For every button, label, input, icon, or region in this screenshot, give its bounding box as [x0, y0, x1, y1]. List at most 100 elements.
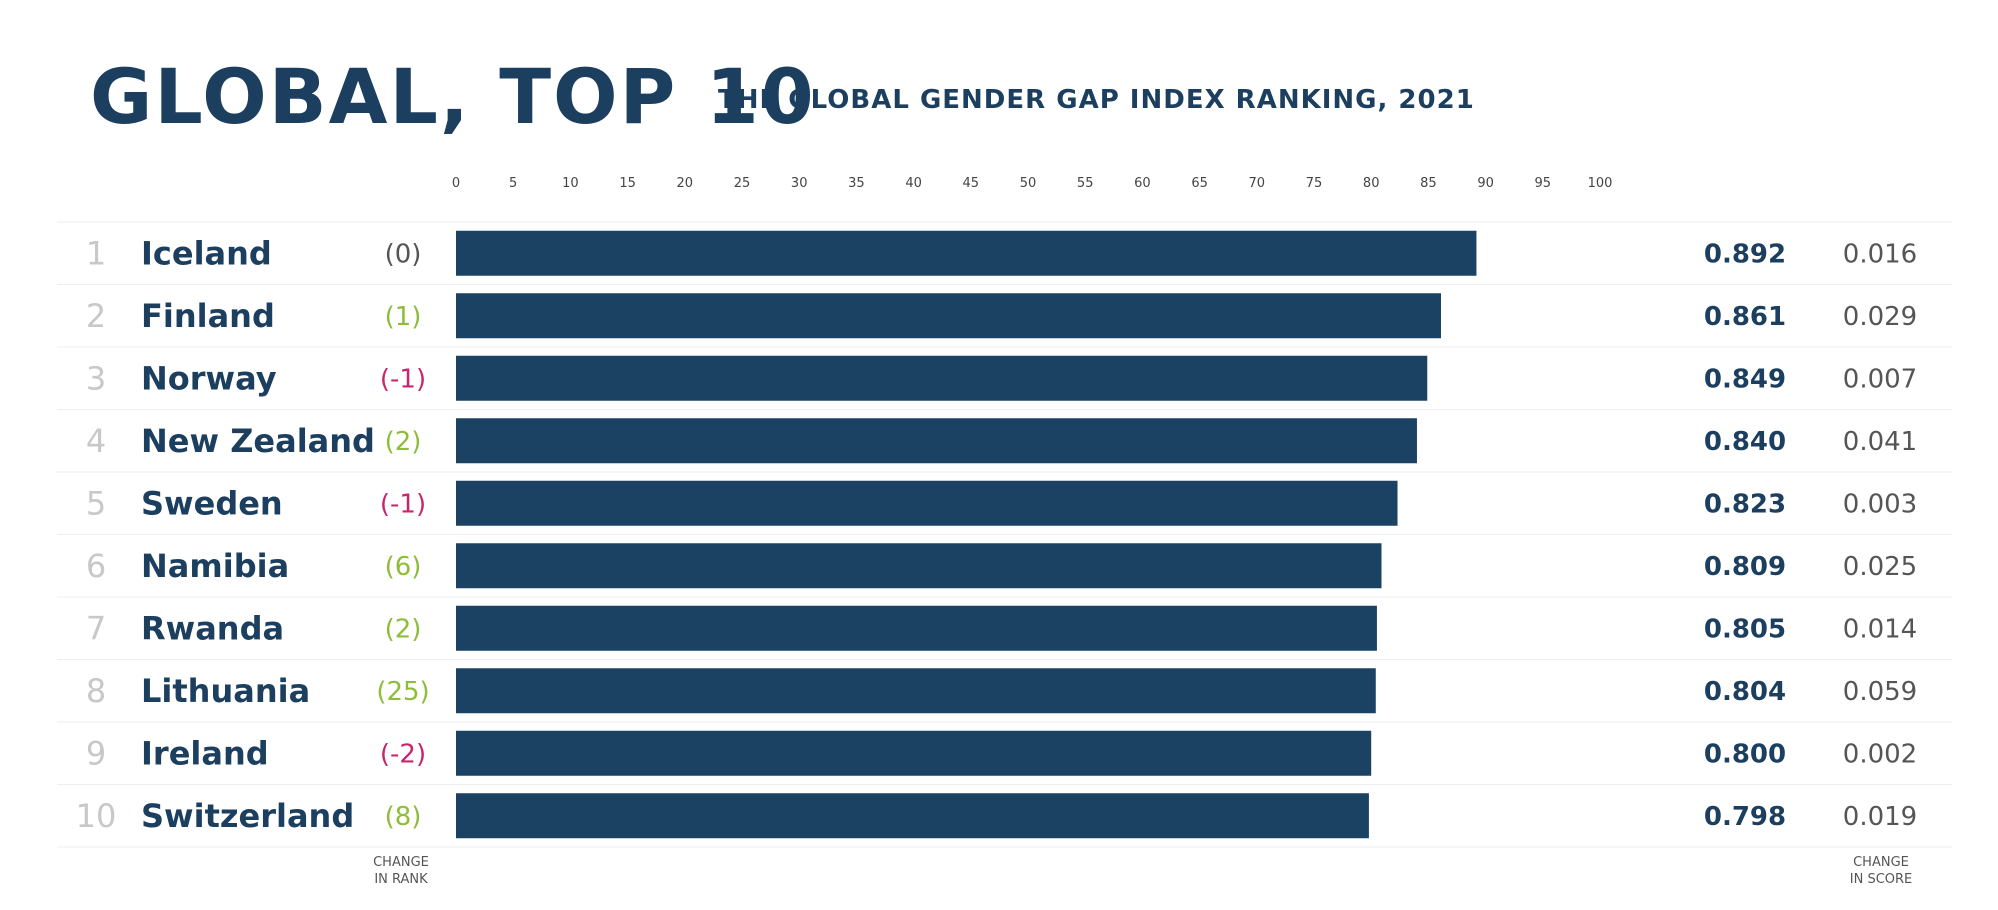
change-in-score-value: 0.016	[1843, 239, 1917, 269]
score-value: 0.804	[1704, 677, 1786, 707]
score-bar	[456, 230, 1477, 276]
chart-row: 9 Ireland (-2) 0.800 0.002	[57, 730, 1952, 785]
x-tick-label: 45	[963, 176, 980, 191]
change-in-score-value: 0.003	[1843, 489, 1917, 519]
change-in-rank-label-line2: IN RANK	[374, 872, 428, 887]
change-in-score-value: 0.002	[1843, 739, 1917, 769]
x-tick-label: 35	[848, 176, 865, 191]
change-in-score-value: 0.007	[1843, 364, 1917, 394]
rank-number: 7	[86, 609, 106, 647]
score-bar	[456, 605, 1377, 651]
x-tick-label: 0	[452, 176, 460, 191]
score-bar	[456, 668, 1376, 714]
rank-number: 3	[86, 359, 106, 397]
rank-number: 5	[86, 484, 106, 522]
x-tick-label: 40	[905, 176, 922, 191]
x-tick-label: 15	[619, 176, 636, 191]
change-in-score-label-line1: CHANGE	[1853, 855, 1909, 870]
score-bar	[456, 355, 1428, 401]
score-value: 0.892	[1704, 239, 1786, 269]
score-value: 0.800	[1704, 739, 1786, 769]
x-tick-label: 5	[509, 176, 517, 191]
country-label: Namibia	[141, 547, 289, 585]
country-label: New Zealand	[141, 422, 375, 460]
chart-row: 2 Finland (1) 0.861 0.029	[57, 293, 1952, 348]
country-label: Finland	[141, 297, 275, 335]
change-in-rank-value: (2)	[385, 427, 422, 457]
score-bar	[456, 543, 1382, 589]
chart-subtitle: THE GLOBAL GENDER GAP INDEX RANKING, 202…	[718, 85, 1475, 115]
chart-title: GLOBAL, TOP 10	[90, 52, 816, 141]
change-in-score-value: 0.014	[1843, 614, 1917, 644]
x-tick-label: 90	[1477, 176, 1494, 191]
country-label: Norway	[141, 359, 277, 397]
rank-number: 9	[86, 734, 106, 772]
chart-row: 1 Iceland (0) 0.892 0.016	[57, 230, 1952, 285]
x-tick-label: 50	[1020, 176, 1037, 191]
change-in-rank-value: (1)	[385, 302, 422, 332]
x-tick-label: 65	[1191, 176, 1208, 191]
chart-row: 6 Namibia (6) 0.809 0.025	[57, 543, 1952, 598]
x-tick-label: 20	[677, 176, 694, 191]
rank-number: 6	[86, 547, 106, 585]
x-tick-label: 30	[791, 176, 808, 191]
change-in-score-value: 0.059	[1843, 677, 1917, 707]
score-value: 0.823	[1704, 489, 1786, 519]
change-in-score-value: 0.041	[1843, 427, 1917, 457]
x-tick-label: 75	[1306, 176, 1323, 191]
rank-number: 4	[86, 422, 106, 460]
change-in-score-value: 0.025	[1843, 552, 1917, 582]
x-tick-label: 80	[1363, 176, 1380, 191]
score-bar	[456, 480, 1398, 526]
x-tick-label: 95	[1535, 176, 1552, 191]
change-in-rank-value: (2)	[385, 614, 422, 644]
x-tick-label: 100	[1588, 176, 1613, 191]
change-in-rank-value: (-1)	[380, 364, 426, 394]
score-value: 0.809	[1704, 552, 1786, 582]
x-tick-label: 10	[562, 176, 579, 191]
score-value: 0.798	[1704, 802, 1786, 832]
score-value: 0.805	[1704, 614, 1786, 644]
chart-row: 5 Sweden (-1) 0.823 0.003	[57, 480, 1952, 535]
score-value: 0.861	[1704, 302, 1786, 332]
score-value: 0.849	[1704, 364, 1786, 394]
x-tick-label: 25	[734, 176, 751, 191]
score-bar	[456, 293, 1441, 339]
score-bar	[456, 793, 1369, 839]
chart-footer: CHANGE IN RANK CHANGE IN SCORE	[373, 855, 1912, 887]
change-in-rank-value: (25)	[376, 677, 429, 707]
change-in-score-value: 0.029	[1843, 302, 1917, 332]
change-in-score-label-line2: IN SCORE	[1850, 872, 1913, 887]
chart-row: 3 Norway (-1) 0.849 0.007	[57, 355, 1952, 410]
chart-row: 7 Rwanda (2) 0.805 0.014	[57, 605, 1952, 660]
rank-number: 8	[86, 672, 106, 710]
rank-number: 10	[76, 797, 117, 835]
country-label: Sweden	[141, 484, 283, 522]
chart-rows: 1 Iceland (0) 0.892 0.016 2 Finland (1) 0.861 0.0…	[57, 221, 1952, 848]
country-label: Rwanda	[141, 609, 284, 647]
country-label: Switzerland	[141, 797, 354, 835]
country-label: Lithuania	[141, 672, 310, 710]
country-label: Ireland	[141, 734, 269, 772]
rank-number: 2	[86, 297, 106, 335]
chart-row: 4 New Zealand (2) 0.840 0.041	[57, 418, 1952, 473]
change-in-rank-value: (0)	[385, 239, 422, 269]
change-in-rank-value: (-2)	[380, 739, 426, 769]
score-bar	[456, 730, 1372, 776]
rank-number: 1	[86, 234, 106, 272]
score-value: 0.840	[1704, 427, 1786, 457]
change-in-score-value: 0.019	[1843, 802, 1917, 832]
x-axis-ticks: 0 5 10 15 20 25 30 35 40 45 50 55 60 65 70 75 80 85 90 95 10…	[452, 176, 1613, 191]
x-tick-label: 60	[1134, 176, 1151, 191]
country-label: Iceland	[141, 234, 272, 272]
chart-row: 8 Lithuania (25) 0.804 0.059	[57, 668, 1952, 723]
x-tick-label: 55	[1077, 176, 1094, 191]
change-in-rank-value: (6)	[385, 552, 422, 582]
x-tick-label: 85	[1420, 176, 1437, 191]
change-in-rank-label-line1: CHANGE	[373, 855, 429, 870]
x-tick-label: 70	[1249, 176, 1266, 191]
change-in-rank-value: (-1)	[380, 489, 426, 519]
score-bar	[456, 418, 1417, 464]
chart-row: 10 Switzerland (8) 0.798 0.019	[57, 793, 1952, 848]
